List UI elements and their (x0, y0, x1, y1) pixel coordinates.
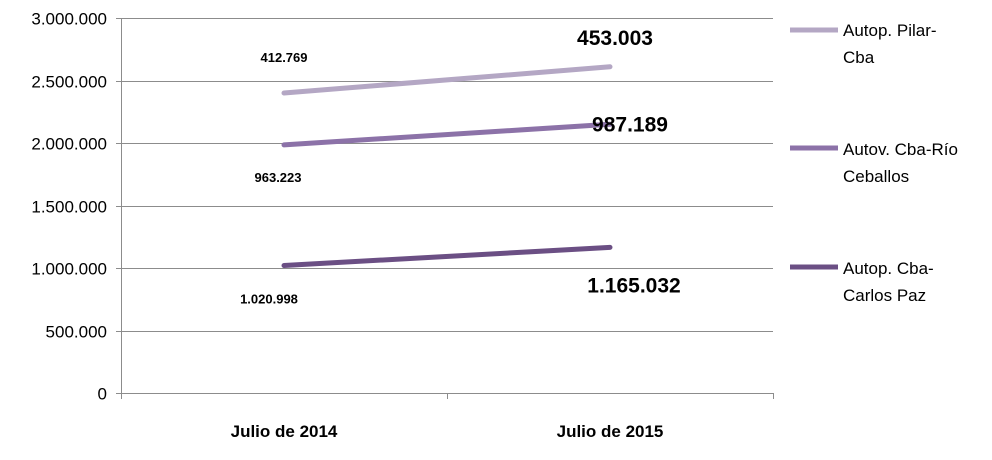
legend-label: Ceballos (843, 167, 909, 186)
y-tick-label: 1.500.000 (31, 198, 107, 217)
data-labels: 412.769 453.003 963.223 987.189 1.020.998 1.1… (240, 27, 681, 307)
series-line (281, 244, 613, 268)
x-tick-label: Julio de 2014 (231, 422, 338, 441)
series-line (281, 64, 613, 96)
legend-label: Carlos Paz (843, 286, 926, 305)
data-label: 987.189 (592, 113, 668, 136)
series-line (281, 121, 613, 148)
y-tick-label: 3.000.000 (31, 10, 107, 29)
legend-label: Autop. Pilar- (843, 21, 937, 40)
data-label: 963.223 (255, 170, 302, 185)
data-label: 412.769 (261, 50, 308, 65)
legend-label: Cba (843, 48, 875, 67)
y-tick-label: 1.000.000 (31, 260, 107, 279)
legend-label: Autov. Cba-Río (843, 140, 958, 159)
data-label: 1.020.998 (240, 292, 298, 307)
x-axis-tick-labels: Julio de 2014 Julio de 2015 (231, 422, 664, 441)
axes (116, 18, 774, 399)
x-tick-label: Julio de 2015 (557, 422, 664, 441)
y-tick-label: 0 (98, 385, 107, 404)
y-axis-tick-labels: 0 500.000 1.000.000 1.500.000 2.000.000 2.500… (31, 10, 107, 404)
y-tick-label: 2.500.000 (31, 73, 107, 92)
series-lines (281, 64, 613, 268)
data-label: 453.003 (577, 27, 653, 50)
legend: Autop. Pilar- Cba Autov. Cba-Río Ceballos Au… (790, 21, 958, 305)
data-label: 1.165.032 (587, 274, 680, 297)
legend-label: Autop. Cba- (843, 259, 934, 278)
y-tick-label: 2.000.000 (31, 135, 107, 154)
y-tick-label: 500.000 (46, 323, 107, 342)
